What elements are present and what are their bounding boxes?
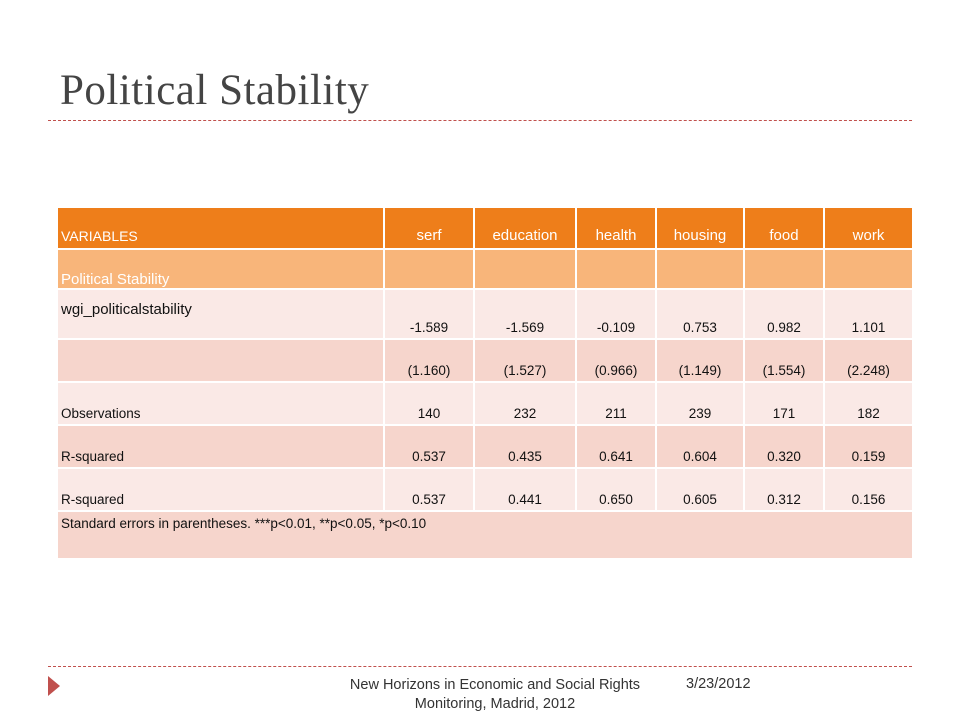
table-cell: 1.101 [824,289,912,340]
table-cell: (0.966) [576,339,657,383]
row-label: wgi_politicalstability [58,289,385,340]
table-cell: (1.160) [384,339,475,383]
table-note: Standard errors in parentheses. ***p<0.0… [58,511,912,560]
slide-title: Political Stability [60,67,370,114]
table-row: R-squared 0.537 0.441 0.650 0.605 0.312 … [58,468,912,512]
table-cell: -0.109 [576,289,657,340]
table-cell: (1.527) [474,339,577,383]
table-cell [824,249,912,290]
row-label [58,339,385,383]
header-health: health [576,208,657,250]
table-cell: 239 [656,382,745,426]
table-cell: 0.159 [824,425,912,469]
table-row: wgi_politicalstability -1.589 -1.569 -0.… [58,289,912,340]
section-row: Political Stability [58,249,912,290]
title-divider [48,120,912,121]
table-cell [384,249,475,290]
table-cell: 0.604 [656,425,745,469]
table-cell: 0.320 [744,425,825,469]
table-cell: 140 [384,382,475,426]
table-note-row: Standard errors in parentheses. ***p<0.0… [58,511,912,560]
triangle-arrow-icon [48,676,60,696]
table-row: (1.160) (1.527) (0.966) (1.149) (1.554) … [58,339,912,383]
table-cell: (2.248) [824,339,912,383]
header-food: food [744,208,825,250]
row-label: R-squared [58,468,385,512]
regression-table: VARIABLES serf education health housing … [58,208,912,560]
table-cell: 0.650 [576,468,657,512]
table-cell: 0.441 [474,468,577,512]
header-housing: housing [656,208,745,250]
table-cell: 0.156 [824,468,912,512]
table-cell [576,249,657,290]
table-row: Observations 140 232 211 239 171 182 [58,382,912,426]
table-cell: 0.641 [576,425,657,469]
slide-date: 3/23/2012 [686,676,751,692]
table-cell: 0.312 [744,468,825,512]
table-cell: 211 [576,382,657,426]
table-cell: (1.554) [744,339,825,383]
table-cell [656,249,745,290]
table-cell: 0.435 [474,425,577,469]
table-cell: 0.982 [744,289,825,340]
footer-divider [48,666,912,667]
table-cell: -1.589 [384,289,475,340]
table-header-row: VARIABLES serf education health housing … [58,208,912,250]
footer-text: New Horizons in Economic and Social Righ… [349,677,641,712]
table-cell: 171 [744,382,825,426]
table-cell: 0.753 [656,289,745,340]
section-label: Political Stability [58,249,385,290]
table-row: R-squared 0.537 0.435 0.641 0.604 0.320 … [58,425,912,469]
header-education: education [474,208,577,250]
row-label: Observations [58,382,385,426]
table-cell [474,249,577,290]
table-cell [744,249,825,290]
table-cell: 0.537 [384,468,475,512]
table-cell: 232 [474,382,577,426]
header-variables: VARIABLES [58,208,385,250]
row-label: R-squared [58,425,385,469]
table-cell: 0.537 [384,425,475,469]
header-serf: serf [384,208,475,250]
table-cell: -1.569 [474,289,577,340]
table-cell: 0.605 [656,468,745,512]
table-cell: 182 [824,382,912,426]
table-cell: (1.149) [656,339,745,383]
header-work: work [824,208,912,250]
